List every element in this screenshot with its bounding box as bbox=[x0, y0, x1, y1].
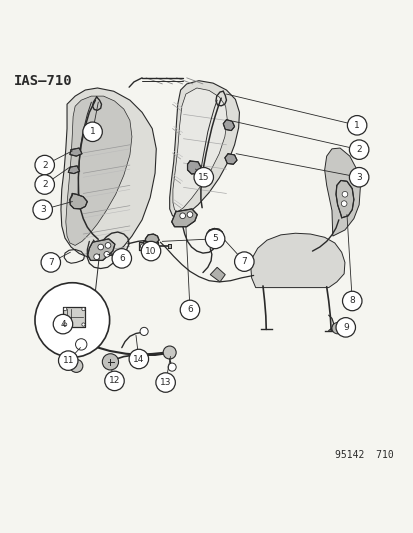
Polygon shape bbox=[66, 96, 132, 245]
Polygon shape bbox=[173, 88, 227, 212]
Circle shape bbox=[331, 322, 342, 334]
Polygon shape bbox=[63, 307, 85, 327]
Circle shape bbox=[347, 116, 366, 135]
Polygon shape bbox=[169, 80, 239, 218]
Circle shape bbox=[82, 323, 85, 326]
Circle shape bbox=[112, 249, 131, 268]
Text: 3: 3 bbox=[356, 173, 361, 182]
Circle shape bbox=[140, 327, 148, 335]
Polygon shape bbox=[187, 161, 200, 174]
Polygon shape bbox=[224, 154, 237, 164]
Text: 2: 2 bbox=[356, 145, 361, 154]
Polygon shape bbox=[250, 233, 344, 288]
Circle shape bbox=[179, 213, 185, 219]
Circle shape bbox=[104, 371, 124, 391]
Circle shape bbox=[35, 282, 109, 358]
Polygon shape bbox=[171, 209, 197, 227]
Text: IAS–710: IAS–710 bbox=[14, 74, 73, 88]
Circle shape bbox=[104, 252, 109, 257]
Text: 2: 2 bbox=[42, 180, 47, 189]
Text: 15: 15 bbox=[197, 173, 209, 182]
Polygon shape bbox=[71, 336, 91, 352]
Polygon shape bbox=[138, 242, 158, 251]
Polygon shape bbox=[68, 166, 79, 174]
Circle shape bbox=[234, 252, 254, 271]
Text: 7: 7 bbox=[48, 258, 54, 267]
Circle shape bbox=[35, 175, 55, 195]
Polygon shape bbox=[324, 148, 359, 236]
Text: 14: 14 bbox=[133, 354, 144, 364]
Text: 12: 12 bbox=[109, 376, 120, 385]
Text: 6: 6 bbox=[187, 305, 192, 314]
Text: 9: 9 bbox=[342, 323, 348, 332]
Circle shape bbox=[341, 191, 347, 197]
Circle shape bbox=[156, 373, 175, 392]
Text: 3: 3 bbox=[40, 205, 45, 214]
Circle shape bbox=[163, 346, 176, 359]
Circle shape bbox=[64, 308, 66, 311]
Polygon shape bbox=[223, 119, 234, 131]
Text: 7: 7 bbox=[241, 257, 247, 266]
Circle shape bbox=[82, 308, 85, 311]
Circle shape bbox=[129, 349, 148, 369]
Text: 10: 10 bbox=[145, 247, 157, 256]
Circle shape bbox=[105, 243, 111, 248]
Text: 1: 1 bbox=[90, 127, 95, 136]
Circle shape bbox=[53, 314, 73, 334]
Circle shape bbox=[70, 359, 83, 373]
Polygon shape bbox=[70, 193, 87, 209]
Circle shape bbox=[335, 318, 355, 337]
Circle shape bbox=[35, 155, 55, 175]
Circle shape bbox=[64, 323, 66, 326]
Circle shape bbox=[205, 229, 224, 249]
Circle shape bbox=[349, 167, 368, 187]
Circle shape bbox=[33, 200, 52, 220]
Circle shape bbox=[75, 338, 87, 350]
Circle shape bbox=[102, 354, 118, 370]
Text: 6: 6 bbox=[119, 254, 124, 263]
Polygon shape bbox=[206, 228, 222, 240]
Circle shape bbox=[58, 351, 78, 370]
Circle shape bbox=[141, 241, 160, 261]
Text: 5: 5 bbox=[212, 235, 218, 244]
Polygon shape bbox=[145, 234, 159, 244]
Text: 8: 8 bbox=[349, 296, 354, 305]
Polygon shape bbox=[61, 88, 156, 259]
Circle shape bbox=[180, 300, 199, 320]
Circle shape bbox=[94, 254, 99, 260]
Polygon shape bbox=[88, 239, 115, 261]
Polygon shape bbox=[335, 181, 353, 218]
Circle shape bbox=[349, 140, 368, 159]
Text: 2: 2 bbox=[42, 160, 47, 169]
Text: 1: 1 bbox=[354, 121, 359, 130]
Polygon shape bbox=[168, 244, 171, 248]
Text: 13: 13 bbox=[159, 378, 171, 387]
Circle shape bbox=[168, 363, 176, 371]
Circle shape bbox=[140, 244, 145, 249]
Circle shape bbox=[342, 291, 361, 311]
Polygon shape bbox=[70, 148, 82, 156]
Circle shape bbox=[340, 201, 346, 206]
Circle shape bbox=[194, 167, 213, 187]
Text: 4: 4 bbox=[60, 320, 66, 329]
Text: 11: 11 bbox=[62, 356, 74, 365]
Circle shape bbox=[83, 122, 102, 142]
Text: 95142  710: 95142 710 bbox=[334, 450, 393, 461]
Polygon shape bbox=[142, 241, 149, 245]
Circle shape bbox=[41, 253, 60, 272]
Circle shape bbox=[97, 244, 103, 250]
Circle shape bbox=[187, 212, 192, 217]
Polygon shape bbox=[210, 268, 225, 282]
